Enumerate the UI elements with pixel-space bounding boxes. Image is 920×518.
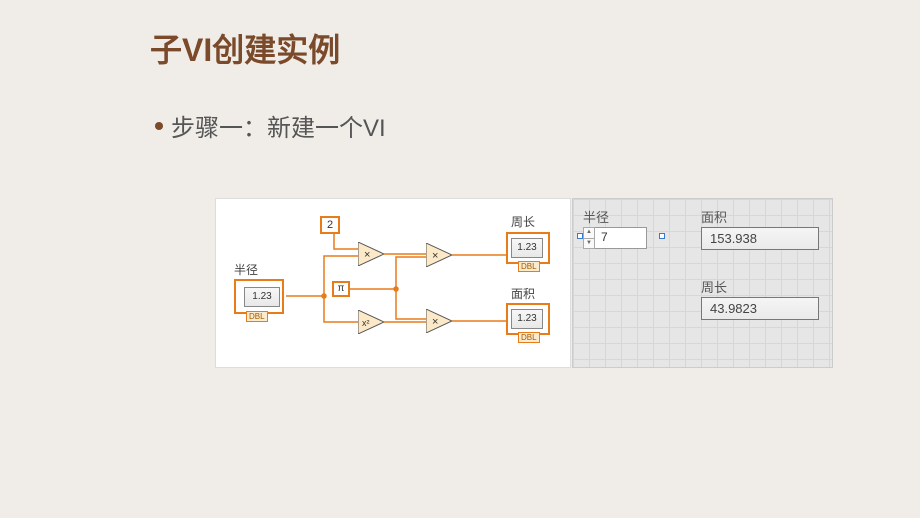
front-panel: 半径 ▲ ▼ 7 面积 153.938 周长 43.9823: [572, 198, 833, 368]
selection-handle[interactable]: [659, 233, 665, 239]
step-bullet-row: 步骤一：新建一个VI: [155, 108, 386, 143]
block-diagram-panel: 半径 1.23 DBL 2 π × x² × × 周长 1.23 DBL 面积 …: [215, 198, 571, 368]
radius-control[interactable]: 1.23 DBL: [234, 279, 284, 314]
fp-radius-label: 半径: [583, 207, 609, 226]
svg-text:×: ×: [432, 316, 438, 328]
step-text: 步骤一：新建一个VI: [171, 108, 386, 143]
area-indicator-display: 1.23: [511, 309, 543, 329]
perimeter-dbl-tag: DBL: [518, 261, 540, 272]
multiply-node-3[interactable]: ×: [426, 309, 452, 333]
spin-up-icon[interactable]: ▲: [584, 228, 594, 239]
radius-control-label: 半径: [234, 261, 258, 278]
svg-text:×: ×: [432, 250, 438, 262]
slide-title: 子VI创建实例: [150, 25, 340, 71]
perimeter-indicator-display: 1.23: [511, 238, 543, 258]
radius-control-display: 1.23: [244, 287, 280, 307]
fp-perimeter-indicator: 43.9823: [701, 297, 819, 320]
spin-down-icon[interactable]: ▼: [584, 239, 594, 249]
area-dbl-tag: DBL: [518, 332, 540, 343]
multiply-node-1[interactable]: ×: [358, 242, 384, 266]
square-node[interactable]: x²: [358, 310, 384, 334]
perimeter-indicator[interactable]: 1.23 DBL: [506, 232, 550, 264]
fp-area-indicator: 153.938: [701, 227, 819, 250]
multiply-node-2[interactable]: ×: [426, 243, 452, 267]
fp-radius-control[interactable]: ▲ ▼ 7: [583, 227, 647, 249]
svg-text:×: ×: [364, 249, 370, 261]
area-indicator[interactable]: 1.23 DBL: [506, 303, 550, 335]
spin-buttons[interactable]: ▲ ▼: [583, 227, 595, 249]
fp-perimeter-label: 周长: [701, 277, 727, 296]
fp-radius-field[interactable]: 7: [595, 227, 647, 249]
perimeter-indicator-label: 周长: [511, 213, 535, 230]
svg-text:x²: x²: [362, 318, 370, 328]
area-indicator-label: 面积: [511, 285, 535, 302]
fp-area-label: 面积: [701, 207, 727, 226]
constant-two[interactable]: 2: [320, 216, 340, 234]
radius-dbl-tag: DBL: [246, 311, 268, 322]
constant-pi[interactable]: π: [332, 281, 350, 297]
selection-handle[interactable]: [577, 233, 583, 239]
bullet-icon: [155, 122, 163, 130]
